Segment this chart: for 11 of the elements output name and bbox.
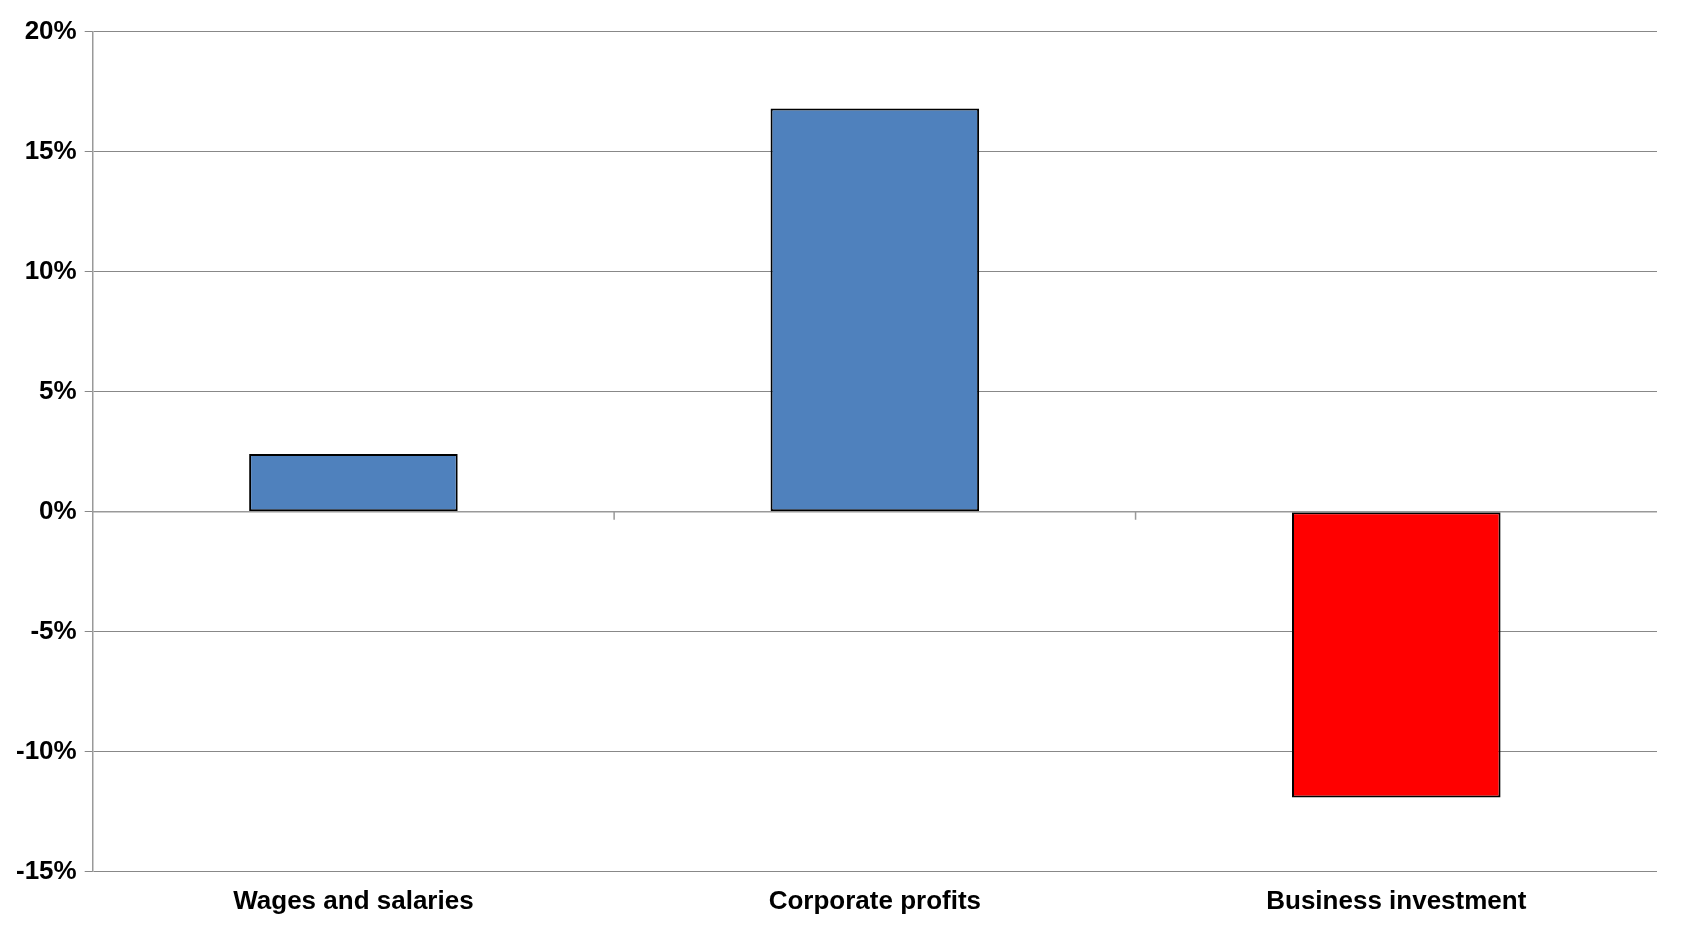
y-tick-label: 15% — [24, 134, 77, 165]
y-tick-label: -10% — [15, 734, 77, 765]
y-tick-label: 0% — [39, 494, 77, 525]
x-tick-label: Wages and salaries — [233, 884, 474, 915]
y-tick-label: -5% — [30, 614, 77, 645]
y-tick-label: 20% — [24, 14, 77, 45]
y-tick-label: 5% — [39, 374, 77, 405]
y-tick-label: -15% — [15, 854, 77, 885]
x-tick-label: Corporate profits — [768, 884, 982, 915]
x-tick-label: Business investment — [1266, 884, 1527, 915]
y-tick-label: 10% — [24, 254, 77, 285]
